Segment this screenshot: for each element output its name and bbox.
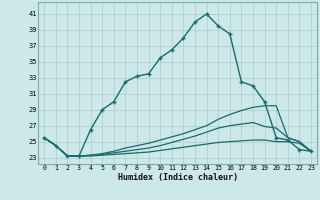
X-axis label: Humidex (Indice chaleur): Humidex (Indice chaleur) (118, 173, 238, 182)
